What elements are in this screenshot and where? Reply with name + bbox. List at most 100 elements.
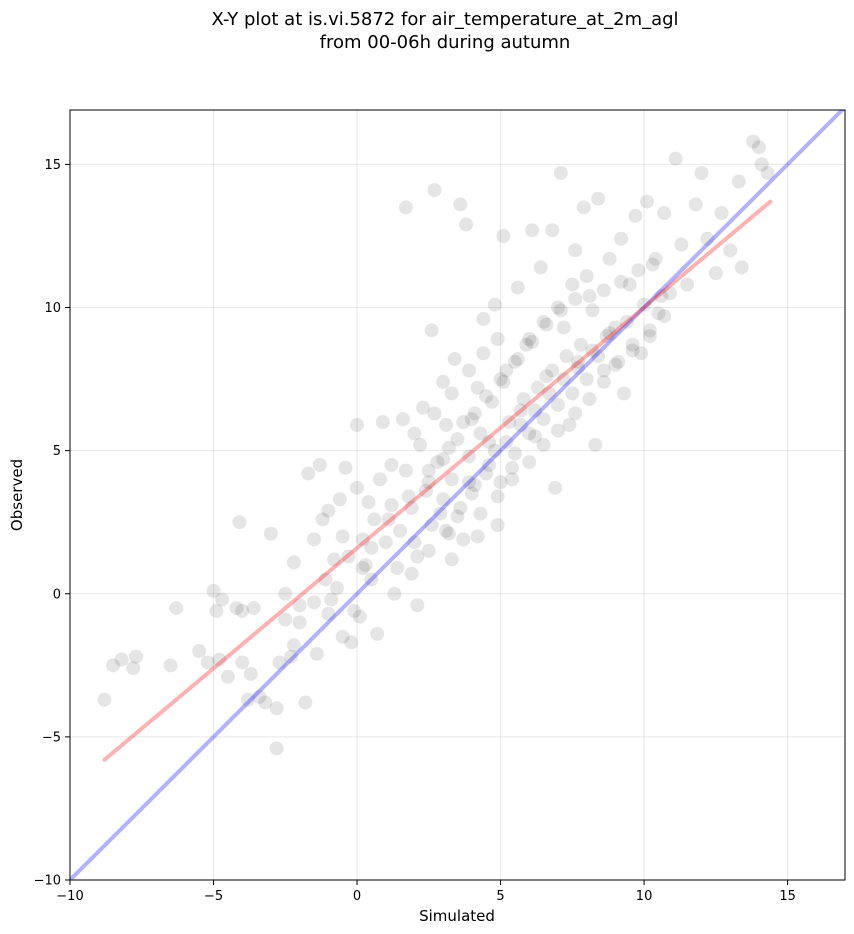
data-point-0-46 [364,572,379,587]
data-point-0-19 [243,666,258,681]
data-point-0-131 [384,498,399,513]
data-point-0-30 [292,598,307,613]
data-point-0-240 [309,646,324,661]
data-point-0-125 [335,529,350,544]
data-point-0-146 [464,486,479,501]
x-axis-ticks: −10 −5 0 5 10 15 [56,880,796,904]
data-point-0-205 [550,300,565,315]
data-point-0-12 [215,592,230,607]
data-point-0-98 [608,320,623,335]
data-point-0-141 [439,417,454,432]
data-point-0-112 [688,197,703,212]
data-point-0-159 [525,334,540,349]
data-point-0-124 [321,503,336,518]
data-point-0-129 [373,472,387,487]
data-point-0-111 [680,277,695,292]
data-point-0-59 [424,323,439,338]
data-point-0-76 [499,363,514,378]
y-tick-label-2: 0 [53,587,61,602]
data-point-0-212 [476,346,491,361]
data-point-0-22 [258,695,273,710]
data-point-0-137 [418,483,433,498]
regression-line [102,199,773,762]
data-point-0-181 [642,329,657,344]
data-point-0-235 [329,581,344,596]
data-point-0-82 [528,429,542,444]
data-point-0-123 [751,140,766,155]
data-point-0-88 [556,320,571,335]
data-point-0-156 [510,352,525,367]
data-point-0-67 [459,217,474,232]
data-point-0-195 [599,329,614,344]
data-point-0-166 [559,349,574,364]
data-point-0-96 [596,363,611,378]
data-point-0-70 [470,529,485,544]
data-point-0-54 [401,489,416,504]
identity-line [70,110,845,880]
data-point-0-109 [668,151,683,166]
data-point-0-68 [461,475,476,490]
data-point-0-94 [588,437,603,452]
data-point-0-237 [355,560,370,575]
data-point-0-58 [421,463,436,478]
y-tick-label-0: −10 [34,874,61,889]
data-point-0-219 [473,506,488,521]
data-point-0-110 [674,237,689,252]
data-point-0-40 [338,460,353,475]
data-point-0-119 [734,260,749,275]
data-point-0-207 [579,269,594,284]
data-point-0-161 [536,412,551,427]
data-point-0-113 [694,165,709,180]
data-point-0-234 [318,572,333,587]
data-point-0-142 [444,472,459,487]
data-point-0-11 [212,652,227,667]
data-point-0-165 [553,303,568,318]
data-point-0-203 [522,331,537,346]
data-point-0-10 [209,603,224,618]
data-point-0-194 [585,343,600,358]
data-point-0-218 [456,532,471,547]
chart-title-line-2: from 00-06h during autumn [320,32,571,53]
data-point-0-115 [708,266,723,281]
chart-title-line-1: X-Y plot at is.vi.5872 for air_temperatu… [211,9,678,30]
data-point-0-214 [387,586,402,601]
data-point-0-101 [622,277,637,292]
data-point-0-241 [324,592,339,607]
data-point-0-168 [568,291,583,306]
data-point-0-61 [433,506,448,521]
data-point-0-24 [269,741,284,756]
data-point-0-217 [439,523,454,538]
data-point-0-2 [114,652,129,667]
data-point-0-149 [479,466,494,481]
data-point-0-143 [450,509,465,524]
data-point-0-242 [347,603,362,618]
data-point-0-179 [631,263,646,278]
y-tick-label-3: 5 [53,444,61,459]
data-point-0-163 [545,363,560,378]
data-point-0-184 [441,526,456,541]
data-point-0-39 [335,629,350,644]
data-point-0-65 [447,352,462,367]
data-point-0-90 [568,243,583,258]
data-point-0-9 [206,583,221,598]
data-point-0-118 [731,174,746,189]
data-point-0-72 [482,435,497,450]
data-point-0-239 [286,638,301,653]
data-point-0-99 [614,231,629,246]
data-point-0-104 [639,194,654,209]
data-point-0-6 [169,601,184,616]
data-point-0-230 [642,323,657,338]
y-axis-ticks: −10 −5 0 5 10 15 [34,158,70,889]
data-point-0-64 [444,552,459,567]
data-point-0-49 [381,512,396,527]
data-point-0-144 [456,415,471,430]
data-point-0-162 [539,317,554,332]
data-point-0-42 [350,417,365,432]
data-point-0-227 [596,374,611,389]
data-point-0-55 [407,535,422,550]
data-point-0-86 [548,480,563,495]
data-point-0-117 [723,243,738,258]
data-point-0-187 [482,457,497,472]
